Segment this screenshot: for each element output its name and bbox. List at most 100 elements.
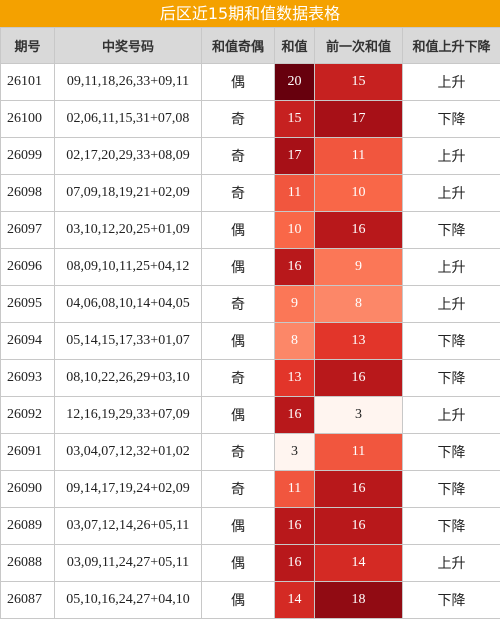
heat-cell: 16 (315, 471, 403, 508)
header-cell: 和值上升下降 (403, 28, 500, 64)
header-cell: 和值 (275, 28, 315, 64)
table-cell: 下降 (403, 212, 500, 249)
table-cell: 26090 (1, 471, 55, 508)
header-cell: 前一次和值 (315, 28, 403, 64)
heat-cell: 16 (315, 508, 403, 545)
heat-cell: 3 (315, 397, 403, 434)
heat-cell: 11 (315, 138, 403, 175)
table-cell: 奇 (202, 471, 275, 508)
table-cell: 偶 (202, 212, 275, 249)
table-cell: 26088 (1, 545, 55, 582)
table-cell: 03,09,11,24,27+05,11 (55, 545, 202, 582)
table-cell: 偶 (202, 508, 275, 545)
heat-cell: 8 (315, 286, 403, 323)
heat-cell: 10 (275, 212, 315, 249)
table-cell: 奇 (202, 101, 275, 138)
heat-cell: 9 (315, 249, 403, 286)
table-cell: 26087 (1, 582, 55, 619)
table-cell: 26096 (1, 249, 55, 286)
heat-cell: 15 (275, 101, 315, 138)
table-cell: 上升 (403, 397, 500, 434)
table-cell: 奇 (202, 286, 275, 323)
heat-cell: 3 (275, 434, 315, 471)
table-cell: 偶 (202, 582, 275, 619)
table-cell: 偶 (202, 64, 275, 101)
table-cell: 26092 (1, 397, 55, 434)
table-cell: 上升 (403, 286, 500, 323)
table-cell: 上升 (403, 175, 500, 212)
table-cell: 12,16,19,29,33+07,09 (55, 397, 202, 434)
table-cell: 03,07,12,14,26+05,11 (55, 508, 202, 545)
heat-cell: 13 (275, 360, 315, 397)
table-cell: 09,14,17,19,24+02,09 (55, 471, 202, 508)
heat-cell: 16 (275, 249, 315, 286)
table-cell: 偶 (202, 397, 275, 434)
table-cell: 奇 (202, 434, 275, 471)
table-cell: 09,11,18,26,33+09,11 (55, 64, 202, 101)
heat-cell: 9 (275, 286, 315, 323)
table-cell: 05,10,16,24,27+04,10 (55, 582, 202, 619)
table-cell: 02,06,11,15,31+07,08 (55, 101, 202, 138)
heat-cell: 16 (275, 397, 315, 434)
heat-cell: 16 (315, 360, 403, 397)
heat-cell: 16 (315, 212, 403, 249)
table-cell: 08,10,22,26,29+03,10 (55, 360, 202, 397)
heat-cell: 14 (275, 582, 315, 619)
table-cell: 26095 (1, 286, 55, 323)
table-cell: 下降 (403, 323, 500, 360)
heat-cell: 10 (315, 175, 403, 212)
table-cell: 上升 (403, 545, 500, 582)
table-cell: 奇 (202, 138, 275, 175)
table-cell: 26091 (1, 434, 55, 471)
header-cell: 和值奇偶 (202, 28, 275, 64)
table-cell: 26089 (1, 508, 55, 545)
table-cell: 26100 (1, 101, 55, 138)
header-cell: 中奖号码 (55, 28, 202, 64)
table-cell: 奇 (202, 175, 275, 212)
heat-cell: 16 (275, 508, 315, 545)
table-cell: 下降 (403, 582, 500, 619)
heat-cell: 20 (275, 64, 315, 101)
table-cell: 下降 (403, 360, 500, 397)
heat-cell: 8 (275, 323, 315, 360)
table-cell: 26094 (1, 323, 55, 360)
table-cell: 下降 (403, 508, 500, 545)
table-cell: 26101 (1, 64, 55, 101)
heat-cell: 17 (275, 138, 315, 175)
table-cell: 04,06,08,10,14+04,05 (55, 286, 202, 323)
table-cell: 偶 (202, 323, 275, 360)
heat-cell: 14 (315, 545, 403, 582)
table-cell: 03,04,07,12,32+01,02 (55, 434, 202, 471)
table-cell: 下降 (403, 471, 500, 508)
table-cell: 下降 (403, 101, 500, 138)
table-cell: 08,09,10,11,25+04,12 (55, 249, 202, 286)
table-cell: 上升 (403, 249, 500, 286)
heat-cell: 11 (315, 434, 403, 471)
table-cell: 上升 (403, 138, 500, 175)
table-cell: 奇 (202, 360, 275, 397)
table-cell: 上升 (403, 64, 500, 101)
header-row: 期号中奖号码和值奇偶和值前一次和值和值上升下降 (1, 28, 500, 64)
table-cell: 03,10,12,20,25+01,09 (55, 212, 202, 249)
table-cell: 偶 (202, 545, 275, 582)
table-cell: 26098 (1, 175, 55, 212)
table-cell: 偶 (202, 249, 275, 286)
heat-cell: 11 (275, 471, 315, 508)
